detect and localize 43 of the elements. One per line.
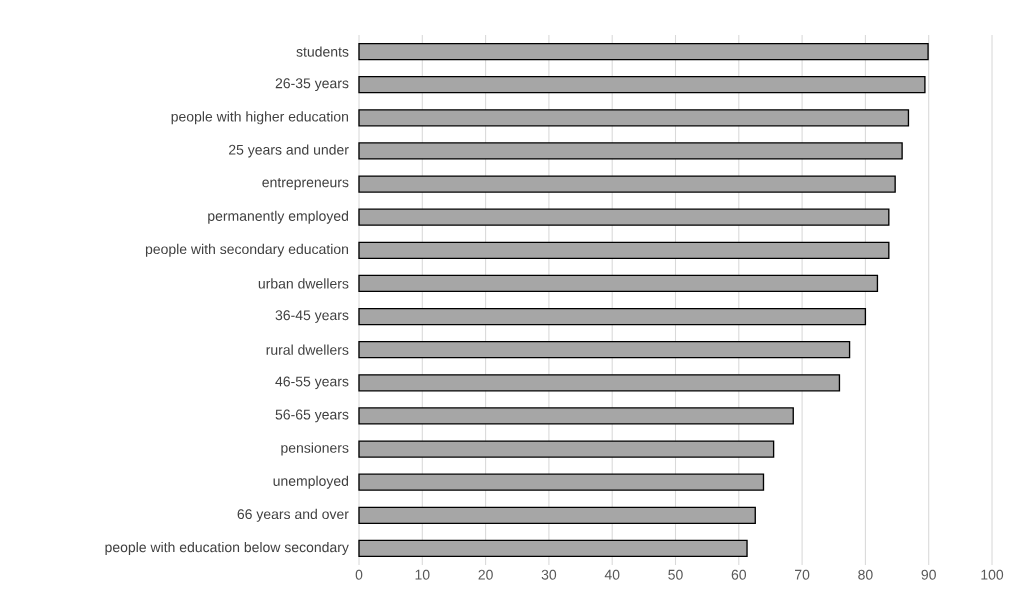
- bar: [358, 341, 851, 359]
- y-tick-label: students: [296, 46, 349, 57]
- y-tick-label: 25 years and under: [229, 144, 349, 158]
- bar: [358, 175, 896, 193]
- x-tick-label: 0: [355, 569, 363, 580]
- x-tick-label: 20: [478, 569, 493, 580]
- x-tick-label: 50: [668, 569, 683, 580]
- y-tick-label: 66 years and over: [237, 508, 349, 522]
- x-tick-label: 100: [981, 569, 1004, 580]
- x-tick-label: 30: [541, 569, 557, 580]
- bar: [358, 473, 765, 491]
- y-tick-label: 46-55 years: [275, 376, 349, 390]
- bar: [358, 539, 748, 558]
- bar: [358, 42, 929, 61]
- y-tick-label: pensioners: [281, 442, 349, 456]
- y-tick-label: permanently employed: [208, 210, 349, 224]
- y-tick-label: 56-65 years: [275, 409, 349, 423]
- x-tick-label: 90: [921, 569, 936, 580]
- y-tick-label: entrepreneurs: [262, 178, 349, 191]
- bar: [358, 506, 756, 524]
- y-tick-label: people with education below secondary: [105, 541, 349, 555]
- y-tick-label: urban dwellers: [258, 278, 349, 289]
- bar: [358, 407, 794, 425]
- x-tick-label: 40: [604, 569, 620, 580]
- bar: [358, 440, 775, 458]
- bar: [358, 307, 867, 326]
- bar: [358, 109, 910, 127]
- bar: [358, 208, 890, 226]
- x-tick-label: 70: [795, 569, 810, 580]
- y-tick-label: unemployed: [273, 475, 349, 489]
- y-tick-label: people with secondary education: [145, 243, 348, 257]
- x-tick-label: 80: [858, 569, 873, 580]
- x-tick-label: 10: [415, 569, 430, 580]
- y-tick-label: 26-35 years: [275, 78, 349, 92]
- bar: [358, 274, 879, 293]
- x-tick-label: 60: [731, 569, 747, 580]
- bar: [358, 76, 926, 94]
- y-tick-label: people with higher education: [171, 111, 348, 125]
- y-tick-label: rural dwellers: [266, 344, 349, 355]
- y-tick-label: 36-45 years: [275, 310, 349, 323]
- bar: [358, 142, 903, 160]
- bar: [358, 241, 890, 259]
- bar: [358, 374, 841, 392]
